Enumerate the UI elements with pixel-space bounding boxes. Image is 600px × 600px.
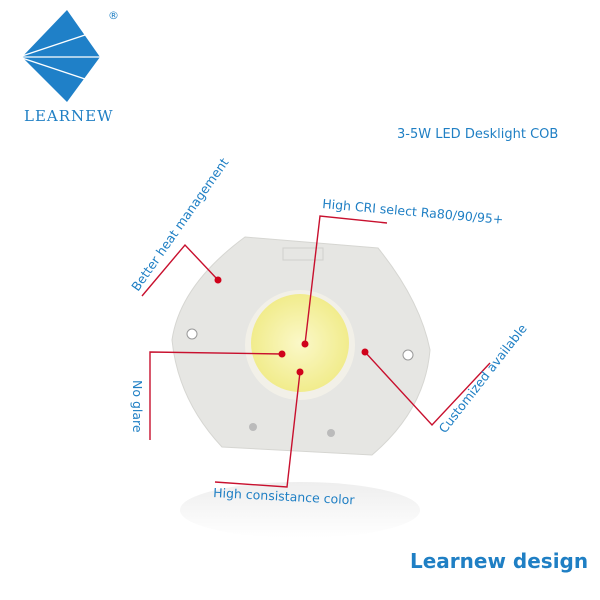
footer-tagline: Learnew design bbox=[410, 549, 588, 573]
product-title: 3-5W LED Desklight COB bbox=[397, 127, 558, 142]
feature-glare-label: No glare bbox=[130, 380, 145, 433]
feature-custom-label: Customized available bbox=[436, 321, 530, 436]
board-marking bbox=[282, 247, 324, 261]
board-reflection bbox=[180, 482, 420, 538]
learnew-logo: LEARNEW ® bbox=[21, 9, 119, 125]
feature-cri-label: High CRI select Ra80/90/95+ bbox=[322, 196, 504, 227]
leader-lines bbox=[141, 215, 491, 488]
solder-pad-minus bbox=[327, 429, 335, 437]
logo-wordmark: LEARNEW bbox=[24, 107, 114, 125]
cob-board bbox=[171, 236, 431, 456]
registered-mark: ® bbox=[108, 9, 119, 22]
led-phosphor bbox=[251, 294, 349, 392]
mount-hole-left bbox=[186, 328, 198, 340]
mount-hole-right bbox=[402, 349, 414, 361]
solder-pad-plus bbox=[249, 423, 257, 431]
feature-consistency-label: High consistance color bbox=[213, 485, 356, 507]
